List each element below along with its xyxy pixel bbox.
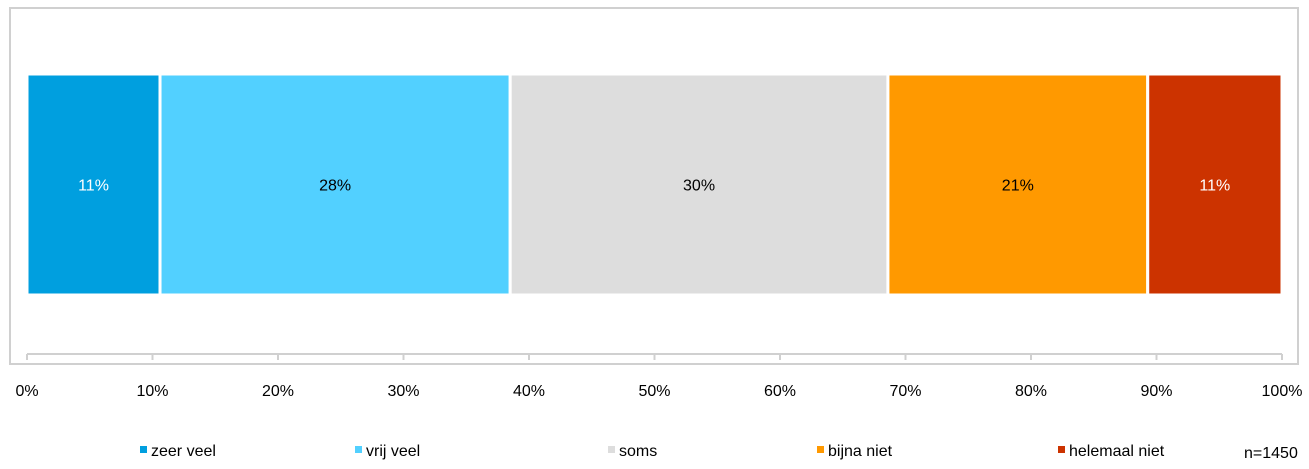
x-tick-label: 80% [1015, 383, 1047, 400]
data-label: 11% [78, 178, 109, 195]
data-label: 21% [1002, 178, 1034, 195]
x-tick-label: 0% [15, 383, 38, 400]
legend-label: vrij veel [366, 443, 420, 460]
legend-swatch [817, 446, 824, 453]
bar-segment [25, 72, 162, 297]
x-tick-label: 100% [1262, 383, 1303, 400]
bar-segment [1146, 72, 1284, 297]
legend-label: bijna niet [828, 443, 893, 460]
data-label: 30% [683, 178, 715, 195]
legend-swatch [1058, 446, 1065, 453]
sample-size-note: n=1450 [1244, 445, 1298, 462]
x-tick-label: 60% [764, 383, 796, 400]
bar-segment [158, 72, 512, 297]
x-tick-label: 10% [136, 383, 168, 400]
x-tick-label: 20% [262, 383, 294, 400]
legend-label: zeer veel [151, 443, 216, 460]
bar-segment [508, 72, 890, 297]
x-tick-label: 40% [513, 383, 545, 400]
legend-label: helemaal niet [1069, 443, 1165, 460]
x-tick-label: 50% [638, 383, 670, 400]
legend-label: soms [619, 443, 657, 460]
x-tick-label: 30% [387, 383, 419, 400]
legend-swatch [140, 446, 147, 453]
data-label: 11% [1199, 178, 1230, 195]
bar-segment [886, 72, 1150, 297]
x-tick-label: 90% [1140, 383, 1172, 400]
legend-swatch [355, 446, 362, 453]
data-label: 28% [319, 178, 351, 195]
x-tick-label: 70% [889, 383, 921, 400]
legend-swatch [608, 446, 615, 453]
